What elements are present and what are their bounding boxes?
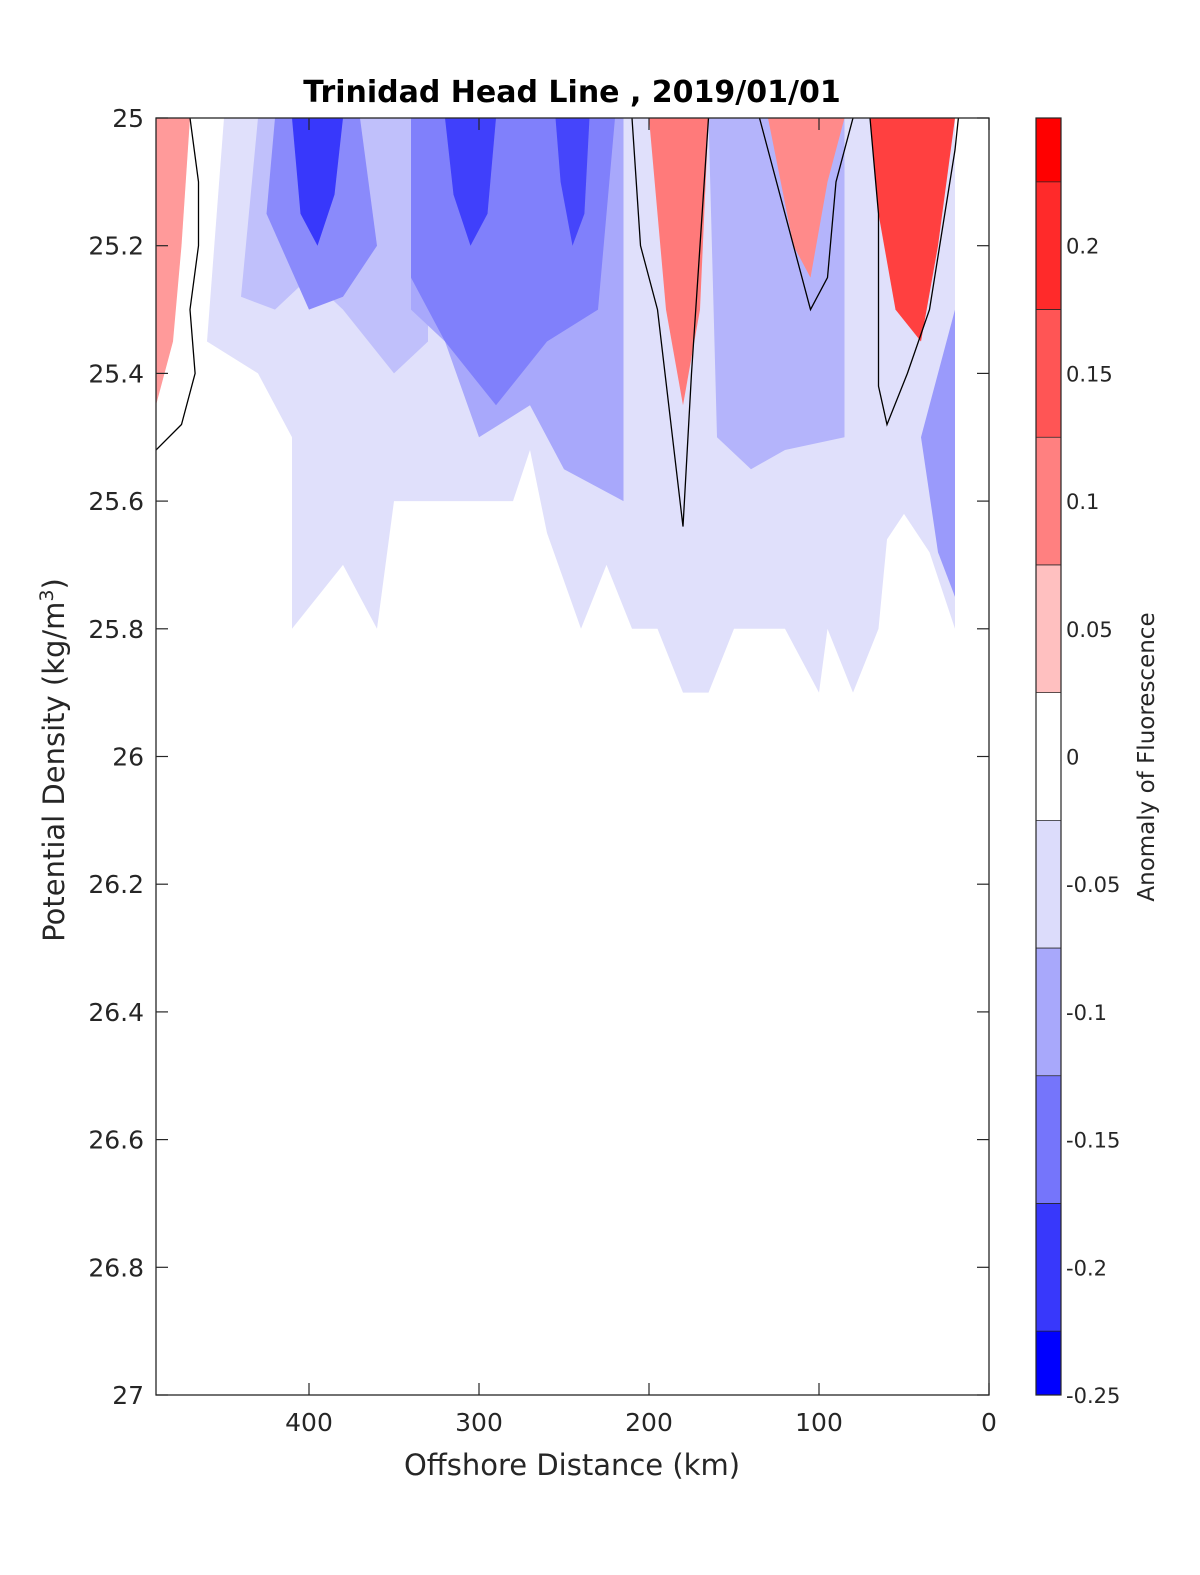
contour-region-core-blue-central-2 — [555, 118, 590, 246]
contour-region-red-45km — [870, 118, 955, 342]
colorbar-tick-label: -0.25 — [1066, 1384, 1120, 1408]
y-tick-label: 25 — [112, 104, 144, 133]
colorbar-tick-label: 0.15 — [1066, 362, 1113, 386]
zero-contour-200km — [631, 118, 710, 527]
colorbar-band — [1036, 1075, 1061, 1204]
y-axis-label: Potential Density (kg/m3) — [36, 578, 71, 942]
colorbar-tick-label: -0.05 — [1066, 873, 1120, 897]
colorbar-band — [1036, 564, 1061, 693]
contour-region-red-110km — [768, 118, 845, 278]
x-tick-label: 300 — [455, 1408, 503, 1437]
colorbar-tick-label: -0.2 — [1066, 1256, 1107, 1280]
y-tick-label: 25.4 — [88, 359, 144, 388]
x-tick-label: 100 — [795, 1408, 843, 1437]
contour-region-core-blue-central-1 — [445, 118, 496, 246]
y-axis-label-close: ) — [37, 578, 71, 589]
y-axis-label-superscript: 3 — [36, 589, 58, 601]
contour-region-core-blue-west — [292, 118, 343, 246]
y-tick-label: 25.6 — [88, 487, 144, 516]
chart-title: Trinidad Head Line , 2019/01/01 — [303, 75, 840, 110]
colorbar-band — [1036, 1331, 1061, 1395]
y-tick-label: 26.2 — [88, 870, 144, 899]
colorbar-frame — [1035, 117, 1062, 1396]
colorbar-tick-label: -0.1 — [1066, 1001, 1107, 1025]
zero-contour-west — [156, 118, 200, 451]
y-tick-label: 26.8 — [88, 1253, 144, 1282]
y-axis-ticks: 25 25.2 25.4 25.6 25.8 26 26.2 26.4 26.6 26.8 27 — [88, 104, 989, 1410]
plot-area — [155, 117, 990, 1396]
y-tick-label: 26 — [112, 743, 144, 772]
colorbar-tick-label: 0.1 — [1066, 490, 1099, 514]
colorbar-band — [1036, 181, 1061, 310]
zero-contour-45km — [869, 118, 960, 427]
x-tick-label: 0 — [981, 1408, 997, 1437]
colorbar-band — [1036, 1203, 1061, 1332]
y-tick-label: 27 — [112, 1381, 144, 1410]
colorbar-band — [1036, 820, 1061, 949]
x-axis-ticks: 400 300 200 100 0 — [285, 118, 997, 1437]
contour-region-red-west — [156, 118, 190, 406]
colorbar-band — [1036, 309, 1061, 438]
colorbar-band — [1036, 437, 1061, 565]
colorbar-tick-label: 0.2 — [1066, 235, 1099, 259]
colorbar-band — [1036, 118, 1061, 182]
x-tick-label: 400 — [285, 1408, 333, 1437]
zero-contour-110km — [758, 118, 854, 312]
colorbar-tick-label: 0 — [1066, 746, 1079, 770]
colorbar-tick-label: 0.05 — [1066, 618, 1113, 642]
colorbar-band — [1036, 692, 1061, 821]
y-axis-label-main: Potential Density (kg/m — [37, 602, 71, 942]
colorbar-label: Anomaly of Fluorescence — [1134, 612, 1160, 901]
y-tick-label: 26.6 — [88, 1126, 144, 1155]
contour-region-blue-coast — [921, 309, 955, 597]
y-tick-label: 25.8 — [88, 615, 144, 644]
colorbar-band — [1036, 948, 1061, 1076]
colorbar: 0.2 0.15 0.1 0.05 0 -0.05 -0.1 -0.15 -0.2 -0.25 — [1035, 117, 1120, 1408]
colorbar-tick-label: -0.15 — [1066, 1129, 1120, 1153]
x-tick-label: 200 — [625, 1408, 673, 1437]
y-tick-label: 25.2 — [88, 232, 144, 261]
x-axis-label: Offshore Distance (km) — [404, 1448, 740, 1482]
y-tick-label: 26.4 — [88, 998, 144, 1027]
